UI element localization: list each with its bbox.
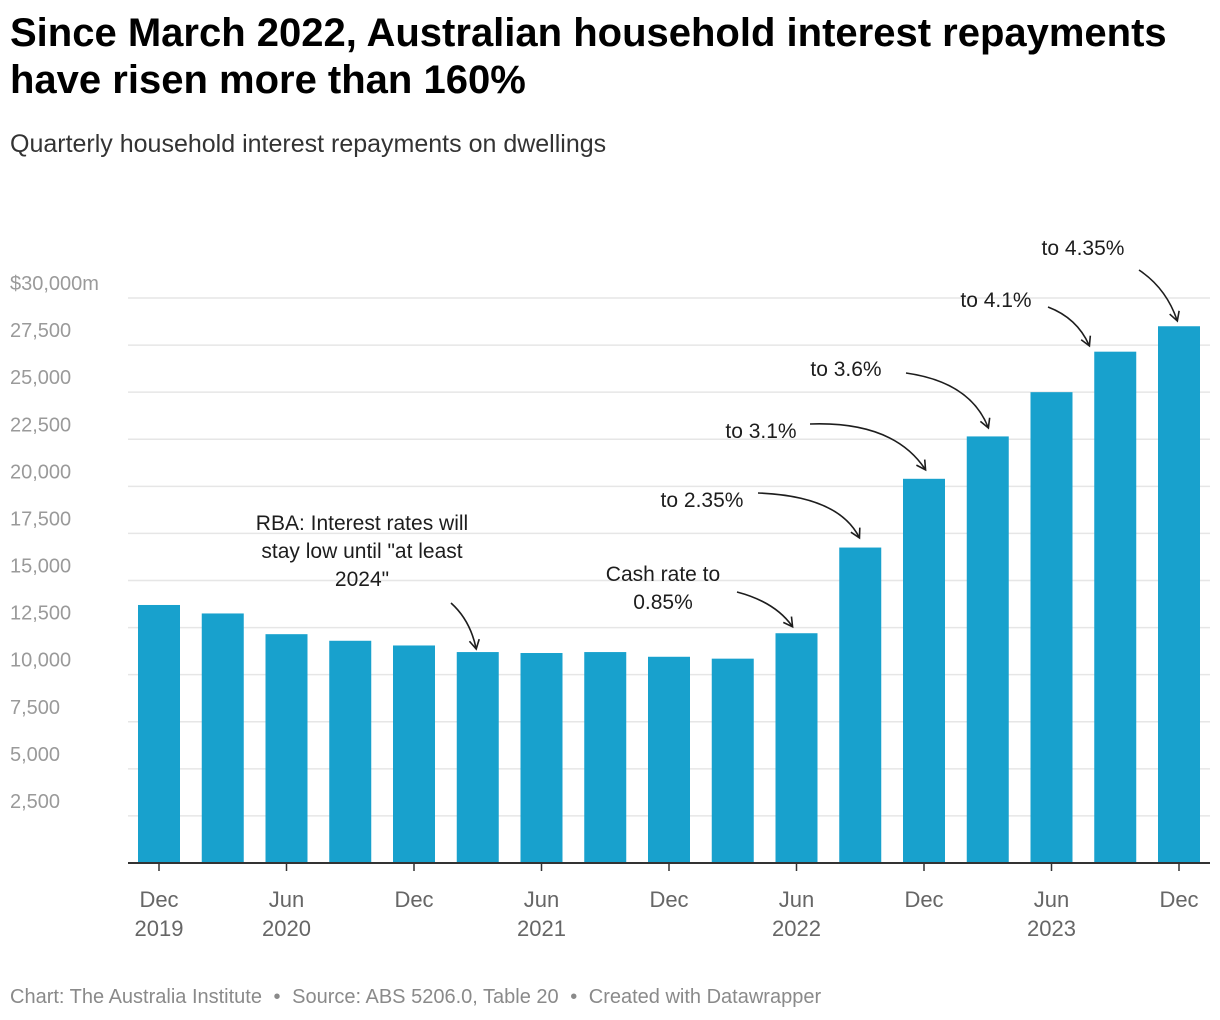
bar — [966, 436, 1009, 863]
annotation-label: to 4.1% — [960, 289, 1031, 312]
bar — [265, 634, 308, 863]
annotations: RBA: Interest rates will stay low until "… — [256, 237, 1180, 651]
annotation-label: RBA: Interest rates will stay low until "… — [256, 512, 468, 591]
y-tick-label: 10,000 — [10, 650, 71, 672]
bar — [456, 652, 499, 863]
x-tick-label: Jun 2020 — [262, 887, 311, 941]
chart-footer: Chart: The Australia Institute • Source:… — [10, 984, 821, 1010]
y-tick-label: 15,000 — [10, 556, 71, 578]
annotation-arrow — [1047, 306, 1092, 348]
bar — [201, 613, 244, 863]
annotation-label: Cash rate to 0.85% — [606, 563, 720, 614]
annotation-arrow — [736, 591, 794, 629]
bar — [329, 640, 372, 863]
annotation-arrow — [905, 372, 991, 430]
bar — [584, 652, 627, 863]
bar — [775, 633, 818, 863]
x-tick-label: Jun 2021 — [517, 887, 566, 941]
y-tick-label: 17,500 — [10, 508, 71, 530]
y-tick-label: 27,500 — [10, 320, 71, 342]
x-tick-label: Dec 2019 — [135, 887, 184, 941]
annotation-arrow — [757, 492, 861, 540]
footer-credit: Chart: The Australia Institute — [10, 986, 262, 1008]
x-tick-label: Jun 2023 — [1027, 887, 1076, 941]
y-tick-label: 22,500 — [10, 414, 71, 436]
x-tick-label: Dec — [394, 887, 433, 912]
footer-source: Source: ABS 5206.0, Table 20 — [292, 986, 559, 1008]
axes: 2,500 5,000 7,500 10,000 12,500 15,000 17,500 2… — [10, 273, 1210, 941]
y-tick-label: 20,000 — [10, 461, 71, 483]
bar — [520, 653, 563, 863]
bar-chart: 2,500 5,000 7,500 10,000 12,500 15,000 17,500 2… — [10, 237, 1210, 941]
annotation-label: to 2.35% — [661, 489, 744, 512]
bar — [648, 656, 690, 863]
x-tick-label: Dec — [904, 887, 943, 912]
y-tick-label: 2,500 — [10, 791, 60, 813]
bar — [1158, 326, 1200, 863]
annotation-arrow — [809, 423, 927, 472]
bar — [1094, 351, 1137, 863]
bar — [711, 658, 754, 863]
annotation-arrow — [450, 602, 480, 651]
annotation-arrow — [1138, 269, 1180, 323]
footer-separator: • — [570, 986, 578, 1008]
bar — [839, 547, 882, 863]
annotation-label: to 4.35% — [1042, 237, 1125, 260]
y-tick-label: 5,000 — [10, 744, 60, 766]
bars — [138, 326, 1200, 863]
y-tick-label: 25,000 — [10, 367, 71, 389]
y-tick-label: 12,500 — [10, 603, 71, 625]
x-tick-label: Jun 2022 — [772, 887, 821, 941]
chart-title: Since March 2022, Australian household i… — [10, 11, 1167, 102]
x-tick-label: Dec — [1159, 887, 1198, 912]
x-tick-label: Dec — [649, 887, 688, 912]
footer-tool: Created with Datawrapper — [588, 986, 822, 1008]
footer-separator: • — [273, 986, 281, 1008]
bar — [903, 478, 945, 863]
chart-subtitle: Quarterly household interest repayments … — [10, 130, 607, 158]
bar — [393, 645, 435, 863]
annotation-label: to 3.1% — [725, 420, 796, 443]
y-tick-label: $30,000m — [10, 273, 99, 295]
bar — [1030, 392, 1073, 863]
bar — [138, 604, 180, 863]
annotation-label: to 3.6% — [810, 358, 881, 381]
y-tick-label: 7,500 — [10, 697, 60, 719]
